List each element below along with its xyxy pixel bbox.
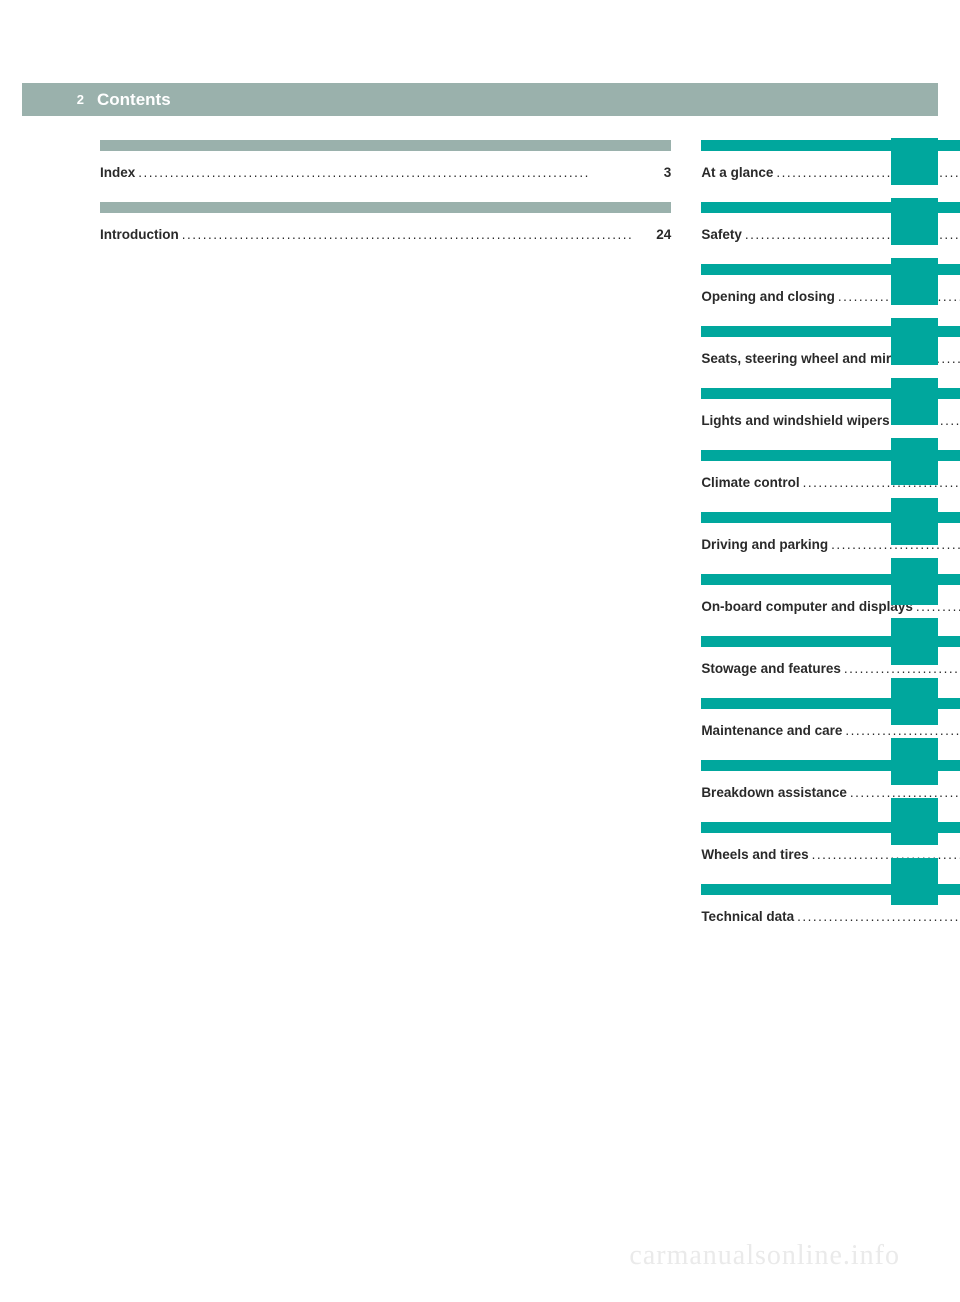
section-tab[interactable]: [891, 498, 938, 545]
toc-label: Index: [100, 165, 135, 180]
toc-label: Lights and windshield wipers: [701, 413, 889, 428]
tabs-column: [891, 138, 938, 905]
toc-entry[interactable]: Index ..................................…: [100, 161, 671, 192]
left-column: Index ..................................…: [100, 140, 671, 936]
section-tab[interactable]: [891, 858, 938, 905]
section-tab[interactable]: [891, 798, 938, 845]
page-number: 2: [22, 83, 92, 116]
section-tab[interactable]: [891, 318, 938, 365]
toc-label: Opening and closing: [701, 289, 835, 304]
toc-entry[interactable]: Technical data .........................…: [701, 905, 960, 936]
section-tab[interactable]: [891, 678, 938, 725]
toc-page: 3: [636, 165, 671, 180]
toc-label: On-board computer and displays: [701, 599, 913, 614]
content-area: Index ..................................…: [100, 140, 910, 936]
toc-page: 24: [636, 227, 671, 242]
section-tab[interactable]: [891, 258, 938, 305]
section-tab[interactable]: [891, 558, 938, 605]
toc-dots: ........................................…: [794, 909, 960, 924]
section-tab[interactable]: [891, 198, 938, 245]
toc-label: Climate control: [701, 475, 799, 490]
header-title: Contents: [92, 90, 171, 110]
toc-label: At a glance: [701, 165, 773, 180]
toc-label: Wheels and tires: [701, 847, 808, 862]
toc-dots: ........................................…: [135, 165, 636, 180]
toc-label: Stowage and features: [701, 661, 841, 676]
section-bar: [100, 202, 671, 213]
toc-label: Maintenance and care: [701, 723, 842, 738]
toc-label: Introduction: [100, 227, 179, 242]
section-bar: [100, 140, 671, 151]
toc-entry[interactable]: Introduction ...........................…: [100, 223, 671, 254]
section-tab[interactable]: [891, 438, 938, 485]
toc-label: Safety: [701, 227, 742, 242]
section-tab[interactable]: [891, 618, 938, 665]
toc-label: Technical data: [701, 909, 794, 924]
watermark: carmanualsonline.info: [629, 1240, 900, 1272]
toc-label: Breakdown assistance: [701, 785, 847, 800]
section-tab[interactable]: [891, 138, 938, 185]
section-tab[interactable]: [891, 378, 938, 425]
header-bar: 2 Contents: [22, 83, 938, 116]
toc-label: Seats, steering wheel and mirrors: [701, 351, 917, 366]
toc-dots: ........................................…: [179, 227, 637, 242]
toc-label: Driving and parking: [701, 537, 828, 552]
section-tab[interactable]: [891, 738, 938, 785]
